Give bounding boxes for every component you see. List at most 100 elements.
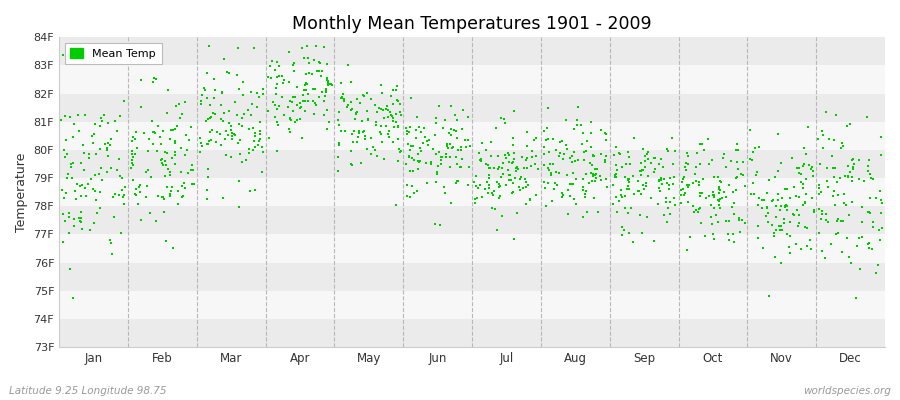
Point: [222, 120, 237, 126]
Point: [783, 219, 797, 225]
Point: [77, 112, 92, 118]
Point: [755, 205, 770, 211]
Point: [733, 215, 747, 222]
Point: [768, 253, 782, 260]
Point: [583, 160, 598, 166]
Point: [282, 126, 296, 132]
Point: [332, 141, 347, 148]
Point: [774, 160, 788, 166]
Point: [613, 150, 627, 157]
Point: [517, 164, 531, 171]
Point: [447, 126, 462, 133]
Point: [693, 161, 707, 168]
Point: [798, 224, 813, 230]
Point: [565, 170, 580, 176]
Point: [272, 63, 286, 69]
Point: [558, 142, 572, 148]
Point: [556, 156, 571, 162]
Point: [540, 105, 554, 112]
Point: [203, 102, 218, 108]
Point: [224, 126, 238, 133]
Point: [506, 142, 520, 148]
Point: [320, 126, 335, 132]
Point: [861, 157, 876, 163]
Point: [56, 238, 70, 245]
Point: [150, 148, 165, 154]
Point: [175, 144, 189, 151]
Bar: [59, 122, 885, 150]
Point: [166, 245, 180, 251]
Point: [86, 140, 100, 146]
Point: [504, 190, 518, 197]
Point: [557, 150, 572, 157]
Point: [663, 199, 678, 206]
Point: [61, 230, 76, 236]
Point: [566, 196, 580, 202]
Point: [616, 194, 630, 200]
Point: [86, 131, 101, 137]
Point: [89, 197, 104, 204]
Point: [873, 197, 887, 203]
Point: [796, 181, 810, 188]
Point: [103, 142, 117, 148]
Point: [743, 191, 758, 197]
Point: [782, 250, 796, 256]
Point: [561, 211, 575, 218]
Point: [246, 147, 260, 153]
Point: [518, 176, 532, 182]
Point: [305, 98, 320, 104]
Point: [153, 141, 167, 148]
Point: [360, 90, 374, 96]
Point: [545, 136, 560, 142]
Point: [615, 164, 629, 170]
Point: [114, 174, 129, 181]
Point: [385, 118, 400, 124]
Point: [812, 184, 826, 191]
Point: [215, 90, 230, 96]
Point: [842, 212, 856, 218]
Point: [335, 94, 349, 100]
Point: [100, 147, 114, 154]
Point: [424, 159, 438, 165]
Point: [538, 137, 553, 144]
Point: [311, 59, 326, 65]
Point: [364, 151, 378, 157]
Point: [586, 172, 600, 179]
Point: [622, 176, 636, 182]
Point: [320, 76, 335, 83]
Point: [140, 167, 155, 174]
Point: [95, 176, 110, 183]
Point: [379, 123, 393, 130]
Point: [724, 158, 738, 164]
Point: [417, 125, 431, 131]
Point: [850, 243, 864, 249]
Point: [283, 116, 297, 122]
Point: [689, 206, 704, 213]
Point: [499, 182, 513, 188]
Point: [422, 137, 436, 143]
Point: [716, 154, 730, 161]
Point: [409, 127, 423, 134]
Point: [400, 182, 414, 188]
Point: [698, 233, 713, 240]
Point: [299, 80, 313, 86]
Point: [467, 179, 482, 186]
Point: [356, 92, 371, 98]
Point: [386, 87, 400, 94]
Point: [412, 124, 427, 130]
Point: [680, 184, 695, 190]
Point: [599, 176, 614, 182]
Point: [722, 237, 736, 244]
Point: [391, 97, 405, 104]
Point: [782, 244, 796, 250]
Point: [538, 203, 553, 210]
Point: [356, 118, 370, 124]
Point: [369, 118, 383, 125]
Point: [144, 174, 158, 180]
Point: [178, 98, 193, 105]
Point: [358, 136, 373, 142]
Point: [560, 146, 574, 152]
Point: [424, 161, 438, 168]
Point: [786, 211, 800, 217]
Point: [292, 105, 307, 112]
